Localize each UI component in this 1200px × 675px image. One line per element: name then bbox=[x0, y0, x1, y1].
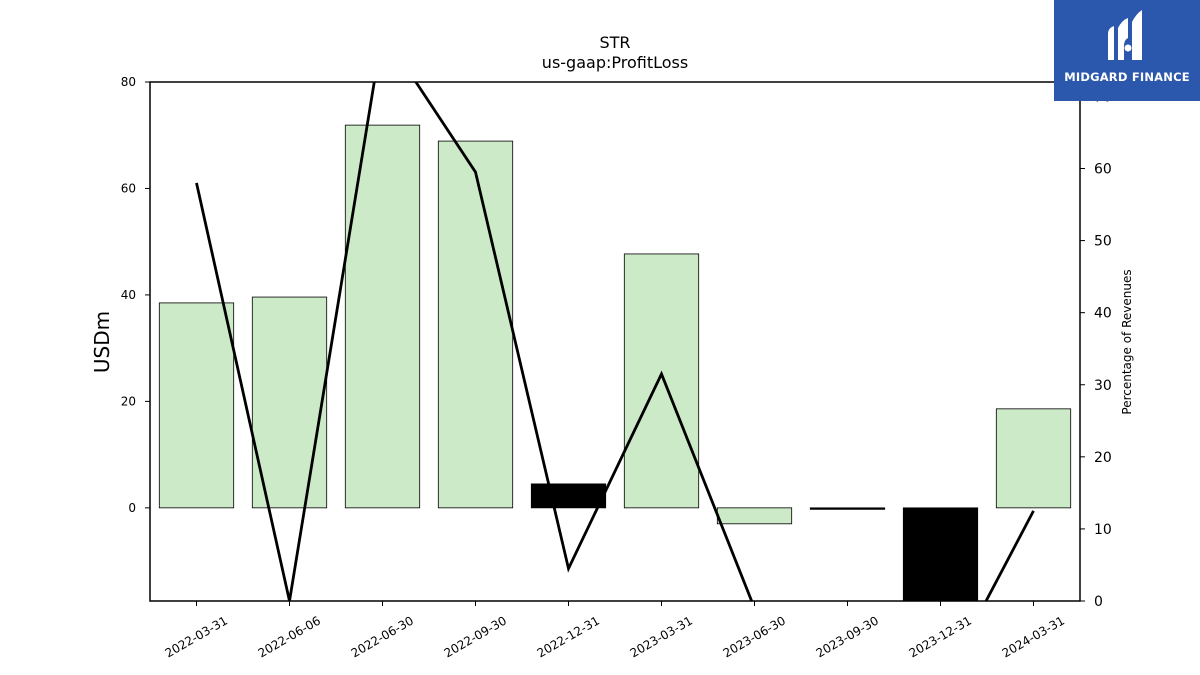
x-tick-label: 2023-12-31 bbox=[907, 613, 974, 660]
y2-tick-label: 40 bbox=[1094, 306, 1112, 322]
x-tick-label: 2022-03-31 bbox=[163, 613, 230, 660]
chart-title: STR bbox=[599, 33, 630, 52]
x-tick-label: 2022-09-30 bbox=[442, 613, 509, 660]
x-tick-label: 2023-09-30 bbox=[814, 613, 881, 660]
bar bbox=[251, 296, 328, 509]
x-tick-label: 2022-06-30 bbox=[349, 613, 416, 660]
ratio-line bbox=[195, 82, 1035, 601]
y2-tick-label: 50 bbox=[1094, 234, 1112, 250]
logo-text: MIDGARD FINANCE bbox=[1064, 70, 1190, 84]
y2-tick-label: 10 bbox=[1094, 522, 1112, 538]
y-tick-label: 40 bbox=[121, 288, 136, 302]
bar bbox=[530, 483, 607, 509]
y2-tick-label: 0 bbox=[1094, 594, 1103, 610]
bar bbox=[623, 253, 700, 509]
x-axis: 2022-03-31 2022-06-06 2022-06-30 2022-09-30… bbox=[163, 601, 1067, 660]
y2-tick-label: 60 bbox=[1094, 162, 1112, 178]
midgard-finance-logo: MIDGARD FINANCE bbox=[1054, 0, 1200, 101]
plot-frame bbox=[149, 81, 1081, 602]
bar bbox=[716, 507, 793, 525]
x-tick-label: 2022-06-06 bbox=[256, 613, 323, 660]
x-tick-label: 2024-03-31 bbox=[1000, 613, 1067, 660]
x-tick-label: 2022-12-31 bbox=[535, 613, 602, 660]
bar bbox=[995, 408, 1072, 509]
chart-subtitle: us-gaap:ProfitLoss bbox=[542, 53, 688, 72]
y-tick-label: 20 bbox=[121, 394, 136, 408]
x-tick-label: 2023-03-31 bbox=[628, 613, 695, 660]
bars bbox=[158, 124, 1072, 601]
y-tick-label: 0 bbox=[128, 501, 136, 515]
y2-axis-label: Percentage of Revenues bbox=[1120, 269, 1134, 414]
y-tick-label: 60 bbox=[121, 181, 136, 195]
x-tick-label: 2023-06-30 bbox=[721, 613, 788, 660]
logo-mark-icon bbox=[1108, 10, 1142, 60]
y-tick-label: 80 bbox=[121, 75, 136, 89]
bar bbox=[437, 140, 514, 509]
ratio-line-path bbox=[195, 82, 1035, 601]
y-axis-label: USDm bbox=[90, 311, 114, 373]
y2-tick-label: 30 bbox=[1094, 378, 1112, 394]
bar bbox=[902, 507, 979, 601]
y2-tick-label: 20 bbox=[1094, 450, 1112, 466]
right-axis: 010203040506070 bbox=[1080, 89, 1112, 610]
bar bbox=[809, 507, 886, 510]
bar bbox=[158, 302, 235, 509]
left-axis: 0 20 40 60 80 bbox=[121, 75, 150, 515]
